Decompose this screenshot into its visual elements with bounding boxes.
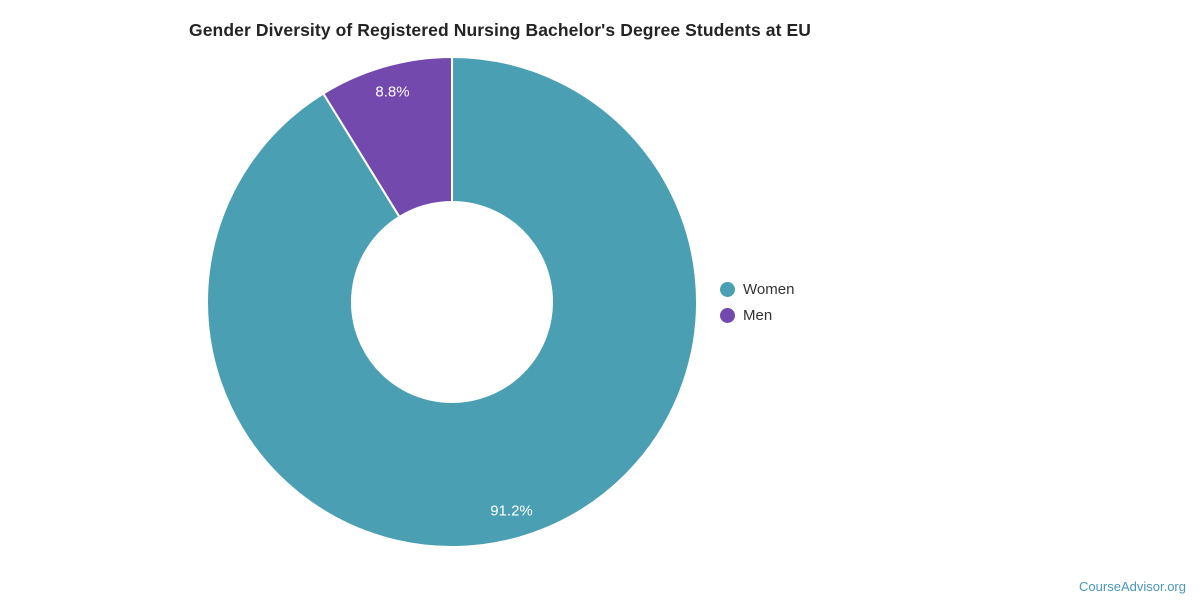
legend: Women Men xyxy=(720,276,794,328)
legend-label-women: Women xyxy=(743,280,795,298)
slice-women[interactable] xyxy=(206,56,698,548)
legend-item-women[interactable]: Women xyxy=(720,276,794,302)
legend-dot-women xyxy=(720,281,735,297)
legend-item-men[interactable]: Men xyxy=(720,302,794,328)
legend-label-men: Men xyxy=(743,306,773,324)
slice-label-men: 8.8% xyxy=(375,83,409,100)
courseadvisor-link[interactable]: CourseAdvisor.org xyxy=(1079,579,1186,594)
chart-title: Gender Diversity of Registered Nursing B… xyxy=(189,20,811,40)
slice-men[interactable] xyxy=(322,56,453,218)
slice-label-women: 91.2% xyxy=(490,503,533,520)
legend-dot-men xyxy=(720,307,735,323)
